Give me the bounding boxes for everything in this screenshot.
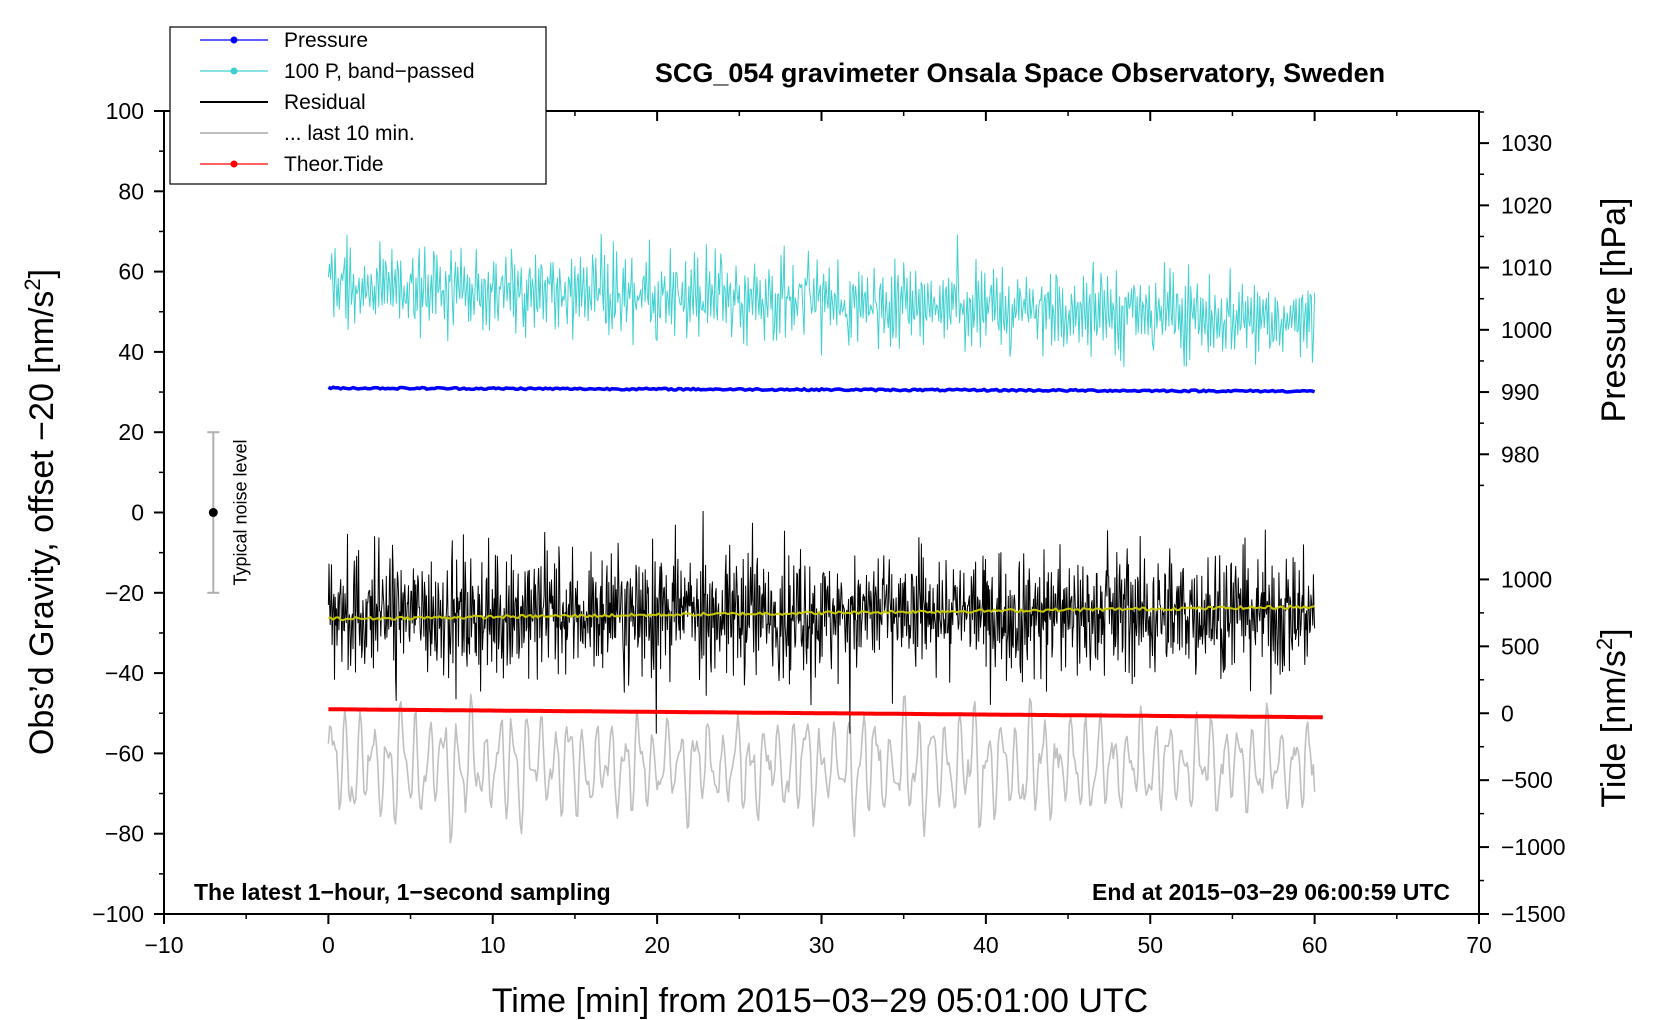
- pressure-tick-label: 1020: [1501, 192, 1552, 218]
- legend-label: 100 P, band−passed: [284, 60, 475, 83]
- y-axis-tide-title: Tide [nm/s2]: [1592, 628, 1633, 807]
- x-tick-label: 30: [809, 932, 835, 958]
- tide-tick-label: 1000: [1501, 566, 1552, 592]
- annotation-sampling: The latest 1−hour, 1−second sampling: [194, 879, 611, 905]
- legend-items: Pressure 100 P, band−passed Residual ... la…: [200, 29, 475, 176]
- axes-layer: −10 0 10 20 30 40 50 60 70100806040200−20−40−60−…: [92, 98, 1565, 958]
- legend-marker: [230, 160, 238, 168]
- x-tick-label: 40: [973, 932, 999, 958]
- y-axis-tide-title-sup: 2: [1592, 638, 1617, 650]
- y-axis-tide-title-text: Tide [nm/s: [1595, 650, 1633, 807]
- data-layer: [327, 234, 1323, 844]
- tide-tick-label: 0: [1501, 700, 1514, 726]
- y-left-tick-label: 80: [118, 178, 144, 204]
- y-axis-pressure-title: Pressure [hPa]: [1595, 198, 1633, 423]
- y-left-tick-label: −40: [105, 660, 144, 686]
- series-residual-smoothed-line: [328, 604, 1315, 622]
- pressure-tick-label: 980: [1501, 441, 1539, 467]
- legend-box: [169, 26, 547, 185]
- tide-tick-label: 500: [1501, 633, 1539, 659]
- y-axis-left-title-sup: 2: [20, 278, 45, 290]
- noise-bar-label: Typical noise level: [230, 439, 250, 585]
- legend-marker: [230, 67, 238, 75]
- legend-marker: [230, 36, 238, 44]
- series-last-10-min-line: [327, 693, 1316, 844]
- tide-tick-label: −500: [1501, 767, 1553, 793]
- noise-bar-center-dot: [208, 508, 218, 517]
- y-left-tick-label: −20: [105, 580, 144, 606]
- series-band-passed-pressure-line: [327, 234, 1316, 368]
- y-axis-left-title: Obs’d Gravity, offset −20 [nm/s2]: [20, 269, 61, 755]
- y-left-tick-label: −60: [105, 740, 144, 766]
- pressure-tick-label: 1010: [1501, 255, 1552, 281]
- x-tick-label: 0: [322, 932, 335, 958]
- y-axis-left-title-text: Obs’d Gravity, offset −20 [nm/s: [23, 291, 61, 756]
- y-left-tick-label: 0: [131, 500, 144, 526]
- x-tick-label: 10: [480, 932, 506, 958]
- legend-label: Residual: [284, 91, 366, 114]
- x-tick-label: 20: [644, 932, 670, 958]
- plot-frame: [163, 110, 1480, 915]
- pressure-tick-label: 990: [1501, 379, 1539, 405]
- pressure-tick-label: 1030: [1501, 130, 1552, 156]
- annotation-end-time: End at 2015−03−29 06:00:59 UTC: [1092, 879, 1450, 905]
- series-pressure-line: [327, 385, 1316, 394]
- y-left-tick-label: 60: [118, 259, 144, 285]
- y-left-tick-label: −100: [92, 901, 144, 927]
- y-axis-tide-title-close: ]: [1595, 628, 1633, 637]
- tide-tick-label: −1000: [1501, 834, 1566, 860]
- x-tick-label: 50: [1137, 932, 1163, 958]
- y-left-tick-label: 100: [106, 98, 144, 124]
- x-tick-label: −10: [144, 932, 183, 958]
- tide-tick-label: −1500: [1501, 901, 1566, 927]
- x-tick-label: 60: [1302, 932, 1328, 958]
- y-left-tick-label: 40: [118, 339, 144, 365]
- legend-label: Theor.Tide: [284, 153, 384, 176]
- y-axis-left-title-close: ]: [23, 269, 61, 278]
- y-left-tick-label: −80: [105, 821, 144, 847]
- chart-title: SCG_054 gravimeter Onsala Space Observat…: [655, 58, 1385, 88]
- y-left-tick-label: 20: [118, 419, 144, 445]
- legend: Pressure 100 P, band−passed Residual ... la…: [169, 26, 547, 185]
- legend-label: ... last 10 min.: [284, 122, 415, 145]
- x-tick-label: 70: [1466, 932, 1492, 958]
- pressure-tick-label: 1000: [1501, 317, 1552, 343]
- x-axis-title: Time [min] from 2015−03−29 05:01:00 UTC: [492, 982, 1148, 1020]
- series-residual-line: [327, 510, 1316, 734]
- legend-label: Pressure: [284, 29, 368, 52]
- series-theor-tide-line: [328, 707, 1323, 720]
- noise-indicator: Typical noise level: [207, 431, 250, 594]
